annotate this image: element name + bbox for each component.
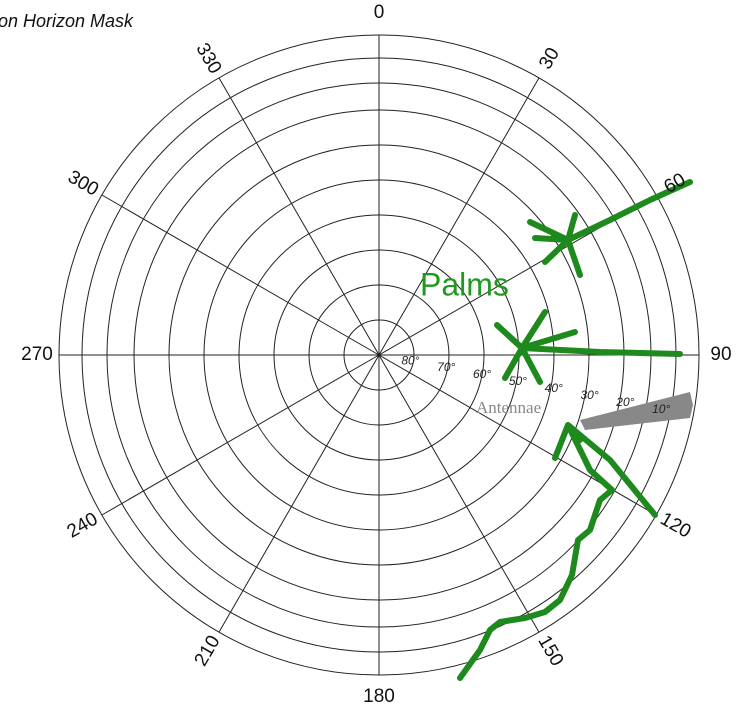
palm-drawings — [457, 179, 693, 681]
azimuth-label: 30 — [535, 44, 564, 73]
lower-trees — [457, 422, 658, 681]
azimuth-label: 240 — [64, 509, 102, 543]
azimuth-label: 0 — [374, 2, 385, 23]
elevation-label: 60° — [473, 367, 491, 381]
elevation-label: 10° — [652, 402, 670, 416]
azimuth-label: 150 — [533, 632, 567, 670]
azimuth-label: 120 — [656, 509, 694, 543]
antenna-shape — [580, 392, 693, 430]
elevation-label: 50° — [509, 374, 527, 388]
elevation-label: 80° — [401, 353, 419, 367]
elevation-label: 30° — [580, 388, 598, 402]
palm-upper — [527, 179, 693, 278]
azimuth-label: 180 — [363, 686, 395, 707]
title: on Horizon Mask — [0, 11, 134, 31]
azimuth-spoke — [101, 194, 380, 356]
elevation-label: 20° — [615, 395, 634, 409]
elevation-label: 70° — [437, 360, 455, 374]
azimuth-label: 300 — [64, 167, 102, 201]
azimuth-spoke — [101, 354, 380, 516]
azimuth-label: 90 — [710, 344, 731, 365]
azimuth-spoke — [218, 77, 380, 356]
azimuth-label: 330 — [191, 40, 225, 78]
palm-middle — [494, 309, 683, 385]
palms-label: Palms — [420, 266, 509, 302]
elevation-label: 40° — [545, 381, 563, 395]
azimuth-spoke — [378, 77, 540, 356]
azimuth-label: 270 — [21, 344, 53, 365]
azimuth-spoke — [218, 354, 380, 633]
azimuth-spoke — [378, 354, 540, 633]
antennae-label: Antennae — [476, 398, 541, 417]
azimuth-label: 210 — [191, 632, 225, 670]
